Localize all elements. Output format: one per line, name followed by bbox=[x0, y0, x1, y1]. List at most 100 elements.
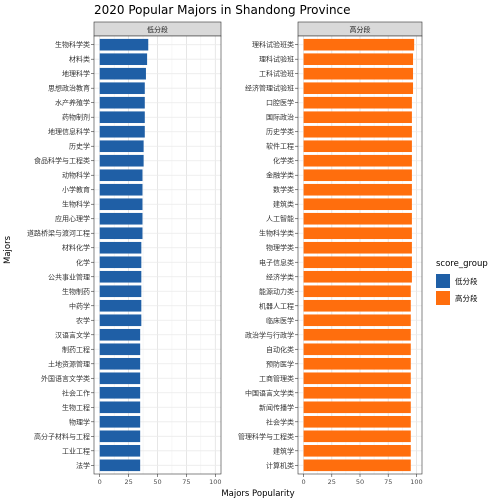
bar bbox=[303, 38, 415, 51]
bar bbox=[99, 444, 141, 457]
legend-swatch bbox=[436, 291, 450, 305]
x-tick-label: 25 bbox=[328, 478, 336, 486]
category-label: 法学 bbox=[76, 461, 90, 470]
category-label: 工商管理类 bbox=[259, 374, 294, 383]
category-label: 动物科学 bbox=[62, 171, 90, 180]
category-label: 数学类 bbox=[273, 185, 294, 194]
category-label: 生物科学类 bbox=[259, 229, 294, 238]
category-label: 道路桥梁与渡河工程 bbox=[27, 229, 90, 238]
category-label: 理科试验班 bbox=[259, 55, 294, 64]
bar bbox=[303, 401, 411, 414]
bar bbox=[99, 285, 142, 298]
bar bbox=[99, 82, 145, 95]
bar bbox=[303, 67, 414, 80]
category-label: 食品科学与工程类 bbox=[34, 156, 90, 165]
category-label: 新闻传播学 bbox=[259, 403, 294, 412]
bar bbox=[303, 53, 414, 66]
category-label: 建筑类 bbox=[273, 200, 294, 209]
category-label: 制药工程 bbox=[62, 345, 90, 354]
bar bbox=[99, 415, 141, 428]
bar bbox=[303, 444, 411, 457]
bar bbox=[303, 328, 411, 341]
bar bbox=[99, 430, 141, 443]
bar bbox=[303, 212, 412, 225]
bar bbox=[303, 299, 411, 312]
category-label: 化学类 bbox=[273, 156, 294, 165]
category-label: 化学 bbox=[76, 258, 90, 267]
category-label: 工业工程 bbox=[62, 446, 90, 455]
category-label: 理科试验班类 bbox=[252, 40, 294, 49]
bar bbox=[99, 183, 143, 196]
category-label: 社会学类 bbox=[266, 417, 294, 426]
legend-swatch bbox=[436, 274, 450, 288]
category-label: 生物制药 bbox=[62, 287, 90, 296]
category-label: 金融学类 bbox=[266, 171, 294, 180]
bar bbox=[99, 125, 145, 138]
bar bbox=[99, 212, 143, 225]
bar bbox=[99, 386, 141, 399]
category-label: 生物工程 bbox=[62, 403, 90, 412]
bar bbox=[303, 343, 411, 356]
bar bbox=[303, 125, 412, 138]
bar bbox=[99, 140, 144, 153]
bar bbox=[303, 285, 411, 298]
category-label: 经济学类 bbox=[266, 272, 294, 281]
facet-panel: 低分段生物科学类材料类地理科学思想政治教育水产养殖学药物制剂地理信息科学历史学食… bbox=[27, 21, 221, 486]
bar bbox=[303, 386, 411, 399]
category-label: 工科试验班 bbox=[259, 69, 294, 78]
category-label: 物理学 bbox=[69, 417, 90, 426]
bar bbox=[99, 372, 141, 385]
category-label: 自动化类 bbox=[266, 345, 294, 354]
x-tick-label: 75 bbox=[182, 478, 190, 486]
bar bbox=[303, 154, 412, 167]
bar bbox=[303, 169, 412, 182]
bar bbox=[99, 111, 145, 124]
bar bbox=[303, 183, 412, 196]
bar bbox=[99, 343, 141, 356]
bar bbox=[99, 96, 145, 109]
bar bbox=[99, 227, 143, 240]
x-tick-label: 100 bbox=[209, 478, 221, 486]
bar bbox=[303, 314, 411, 327]
bar bbox=[99, 38, 149, 51]
category-label: 能源动力类 bbox=[259, 287, 294, 296]
bar bbox=[303, 96, 412, 109]
category-label: 小学教育 bbox=[62, 185, 90, 194]
bar bbox=[99, 459, 141, 472]
x-tick-label: 75 bbox=[384, 478, 392, 486]
bar bbox=[303, 270, 412, 283]
facet-strip-label: 低分段 bbox=[147, 25, 168, 34]
bar bbox=[99, 357, 141, 370]
chart-title: 2020 Popular Majors in Shandong Province bbox=[94, 3, 351, 17]
legend-label: 高分段 bbox=[455, 293, 478, 303]
bar bbox=[303, 357, 411, 370]
bar bbox=[303, 241, 412, 254]
category-label: 预防医学 bbox=[266, 359, 294, 368]
y-axis-title: Majors bbox=[3, 235, 13, 264]
bar bbox=[99, 314, 142, 327]
bar bbox=[303, 227, 412, 240]
bar bbox=[303, 372, 411, 385]
category-label: 汉语言文学 bbox=[55, 330, 90, 339]
category-label: 思想政治教育 bbox=[48, 84, 90, 93]
bar bbox=[99, 198, 143, 211]
bar bbox=[99, 154, 144, 167]
bar bbox=[303, 256, 412, 269]
category-label: 生物科学 bbox=[62, 200, 90, 209]
category-label: 外国语言文学类 bbox=[41, 374, 90, 383]
bar bbox=[99, 270, 142, 283]
category-label: 中药学 bbox=[69, 301, 90, 310]
category-label: 土地资源管理 bbox=[48, 359, 90, 368]
category-label: 高分子材料与工程 bbox=[34, 432, 90, 441]
facet-strip-label: 高分段 bbox=[350, 25, 371, 34]
category-label: 计算机类 bbox=[266, 461, 294, 470]
category-label: 管理科学与工程类 bbox=[238, 432, 294, 441]
category-label: 国际政治 bbox=[266, 113, 294, 122]
bar bbox=[99, 241, 142, 254]
bar bbox=[303, 82, 414, 95]
bar bbox=[99, 299, 142, 312]
category-label: 软件工程 bbox=[266, 142, 294, 151]
bar bbox=[99, 328, 141, 341]
